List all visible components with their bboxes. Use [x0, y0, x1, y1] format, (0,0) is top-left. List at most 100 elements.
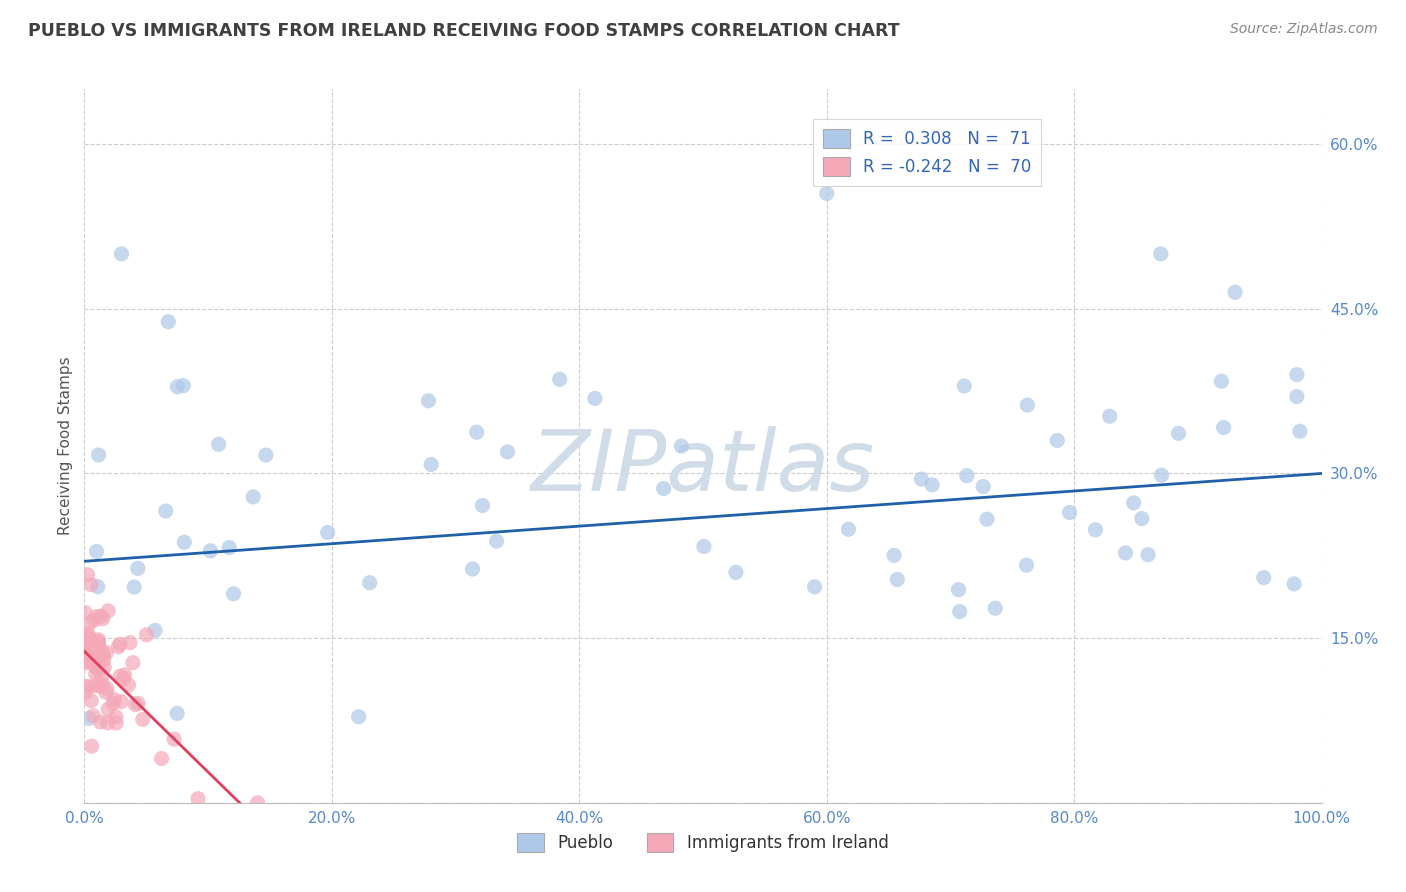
Point [75, 656, 97, 670]
Point [75, 637, 97, 651]
Point [724, 566, 747, 580]
Point [1167, 426, 1189, 441]
Point [117, 678, 139, 692]
Point [157, 315, 180, 329]
Point [316, 525, 339, 540]
Point [1098, 409, 1121, 424]
Point [1211, 374, 1233, 388]
Point [90, 670, 112, 684]
Point [1059, 506, 1081, 520]
Point [135, 628, 157, 642]
Point [1223, 285, 1246, 300]
Y-axis label: Receiving Food Stamps: Receiving Food Stamps [58, 357, 73, 535]
Point [108, 637, 131, 651]
Point [1046, 434, 1069, 448]
Point [1130, 511, 1153, 525]
Point [84, 678, 107, 692]
Point [1015, 558, 1038, 573]
Point [77, 631, 100, 645]
Point [886, 573, 908, 587]
Point [77, 626, 100, 640]
Point [87, 663, 110, 677]
Point [207, 437, 229, 451]
Point [1212, 420, 1234, 434]
Point [222, 587, 245, 601]
Point [143, 624, 166, 638]
Point [693, 540, 716, 554]
Point [86, 609, 108, 624]
Point [87, 662, 110, 676]
Point [921, 478, 943, 492]
Point [101, 696, 124, 710]
Point [105, 715, 128, 730]
Point [948, 582, 970, 597]
Point [815, 186, 838, 201]
Point [166, 380, 188, 394]
Point [87, 634, 110, 648]
Point [79, 615, 101, 630]
Point [93, 653, 115, 667]
Point [1150, 468, 1173, 483]
Point [187, 791, 209, 805]
Point [87, 580, 110, 594]
Point [465, 425, 488, 440]
Point [485, 534, 508, 549]
Point [110, 247, 132, 261]
Point [1150, 247, 1173, 261]
Point [89, 649, 111, 664]
Point [75, 637, 97, 651]
Point [76, 628, 98, 642]
Point [420, 458, 443, 472]
Point [496, 445, 519, 459]
Point [84, 652, 107, 666]
Point [87, 632, 110, 647]
Point [91, 677, 114, 691]
Point [96, 681, 118, 696]
Point [89, 714, 111, 729]
Point [83, 658, 105, 673]
Point [93, 648, 115, 662]
Point [77, 680, 100, 694]
Point [1253, 571, 1275, 585]
Point [97, 604, 120, 618]
Point [94, 685, 117, 699]
Point [97, 715, 120, 730]
Legend: Pueblo, Immigrants from Ireland: Pueblo, Immigrants from Ireland [510, 826, 896, 859]
Point [1137, 548, 1160, 562]
Point [1084, 523, 1107, 537]
Point [80, 739, 103, 754]
Point [77, 711, 100, 725]
Point [127, 561, 149, 575]
Point [166, 706, 188, 721]
Point [956, 468, 979, 483]
Point [91, 612, 114, 626]
Point [972, 479, 994, 493]
Point [84, 666, 107, 681]
Point [837, 522, 859, 536]
Point [124, 698, 146, 712]
Point [83, 613, 105, 627]
Point [127, 697, 149, 711]
Point [461, 562, 484, 576]
Point [883, 549, 905, 563]
Point [112, 672, 135, 686]
Point [583, 392, 606, 406]
Point [173, 535, 195, 549]
Point [254, 448, 277, 462]
Point [984, 601, 1007, 615]
Point [83, 644, 105, 658]
Text: ZIPatlas: ZIPatlas [531, 425, 875, 509]
Point [122, 656, 145, 670]
Point [110, 695, 132, 709]
Point [218, 541, 240, 555]
Point [75, 650, 97, 665]
Point [949, 605, 972, 619]
Point [200, 544, 222, 558]
Text: PUEBLO VS IMMIGRANTS FROM IRELAND RECEIVING FOOD STAMPS CORRELATION CHART: PUEBLO VS IMMIGRANTS FROM IRELAND RECEIV… [28, 22, 900, 40]
Point [418, 393, 440, 408]
Point [172, 378, 194, 392]
Point [104, 710, 127, 724]
Point [359, 575, 381, 590]
Point [1122, 496, 1144, 510]
Point [242, 490, 264, 504]
